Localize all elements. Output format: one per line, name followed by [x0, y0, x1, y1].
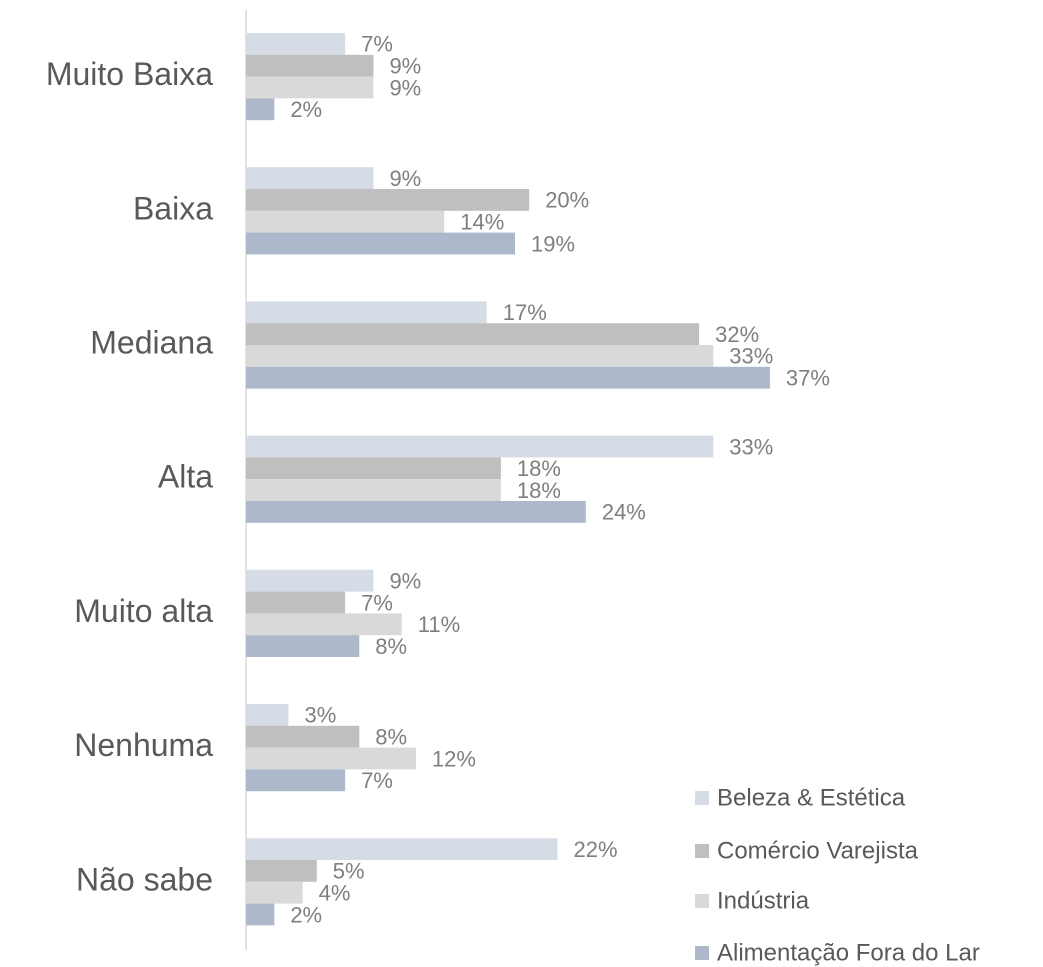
- bar: [246, 591, 346, 614]
- data-label: 2%: [290, 97, 322, 122]
- legend-label: Alimentação Fora do Lar: [717, 939, 980, 966]
- bar: [246, 704, 289, 726]
- bar: [246, 301, 487, 324]
- data-label: 32%: [715, 322, 759, 347]
- bar: [246, 232, 516, 255]
- data-label: 7%: [361, 590, 393, 615]
- data-label: 24%: [602, 500, 646, 525]
- bar: [246, 323, 700, 345]
- bar: [246, 635, 360, 657]
- legend-swatch: [695, 894, 709, 908]
- data-label: 9%: [389, 569, 421, 594]
- bar: [246, 33, 346, 55]
- category-label: Muito Baixa: [46, 56, 213, 92]
- data-label: 11%: [418, 612, 460, 637]
- bar: [246, 435, 714, 458]
- data-label: 19%: [531, 231, 575, 256]
- data-label: 14%: [460, 210, 504, 235]
- data-label: 5%: [333, 859, 365, 884]
- data-label: 33%: [729, 434, 773, 459]
- bar: [246, 189, 530, 211]
- legend-swatch: [695, 844, 709, 858]
- data-label: 37%: [786, 366, 830, 391]
- category-label: Baixa: [133, 190, 213, 226]
- data-label: 18%: [517, 456, 561, 481]
- bar: [246, 903, 275, 926]
- data-label: 33%: [729, 344, 773, 369]
- data-label: 9%: [389, 54, 421, 79]
- bar: [246, 569, 374, 592]
- bar: [246, 167, 374, 189]
- bar: [246, 457, 501, 480]
- bar: [246, 479, 501, 501]
- category-label: Mediana: [90, 324, 213, 360]
- category-label: Muito alta: [74, 593, 213, 629]
- bar: [246, 838, 558, 860]
- data-label: 9%: [389, 75, 421, 100]
- legend-swatch: [695, 791, 709, 805]
- data-label: 9%: [389, 166, 421, 191]
- bar: [246, 769, 346, 792]
- bar: [246, 501, 586, 523]
- data-label: 17%: [503, 300, 547, 325]
- legend-label: Beleza & Estética: [717, 784, 906, 811]
- category-label: Não sabe: [76, 861, 213, 897]
- data-label: 8%: [375, 634, 407, 659]
- data-label: 2%: [290, 902, 322, 927]
- bar: [246, 345, 714, 367]
- data-label: 4%: [319, 881, 351, 906]
- legend-label: Comércio Varejista: [717, 837, 919, 864]
- bar: [246, 881, 303, 904]
- data-label: 20%: [545, 188, 589, 213]
- data-label: 3%: [304, 703, 336, 728]
- data-label: 12%: [432, 746, 476, 771]
- bar: [246, 613, 402, 636]
- legend-swatch: [695, 946, 709, 960]
- bar: [246, 210, 445, 233]
- bar: [246, 860, 317, 882]
- category-label: Nenhuma: [74, 727, 213, 763]
- data-label: 7%: [361, 768, 393, 793]
- data-label: 8%: [375, 725, 407, 750]
- data-label: 18%: [517, 478, 561, 503]
- bar: [246, 76, 374, 99]
- bar: [246, 747, 416, 770]
- bar: [246, 366, 770, 389]
- data-label: 22%: [574, 837, 618, 862]
- data-label: 7%: [361, 32, 393, 57]
- bar: [246, 54, 374, 77]
- bar: [246, 98, 275, 121]
- category-label: Alta: [158, 459, 213, 495]
- legend-label: Indústria: [717, 887, 810, 914]
- bar: [246, 725, 360, 748]
